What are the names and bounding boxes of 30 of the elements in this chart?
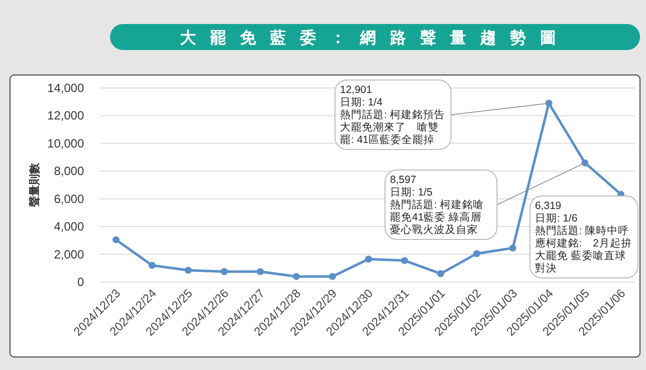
title: 大罷免藍委：網路聲量趨勢圖 bbox=[110, 24, 640, 50]
point bbox=[365, 256, 372, 263]
y-tick-label: 4,000 bbox=[54, 220, 84, 234]
y-tick-label: 14,000 bbox=[47, 81, 84, 95]
point bbox=[148, 262, 156, 269]
point bbox=[292, 272, 300, 280]
annotation: 8,597 日期: 1/5 熱門話題: 柯建銘嗆罷免41藍委 綠高層憂心戰火波及自家 bbox=[390, 174, 484, 236]
point bbox=[581, 159, 588, 166]
point bbox=[509, 244, 516, 252]
point bbox=[184, 266, 192, 274]
point bbox=[220, 268, 228, 276]
point bbox=[328, 272, 336, 280]
y-tick-label: 10,000 bbox=[47, 136, 84, 150]
point bbox=[256, 268, 264, 276]
y-tick-label: 8,000 bbox=[54, 164, 84, 178]
y-tick-label: 12,000 bbox=[47, 108, 84, 123]
annotation: 12,901 日期: 1/4 熱門話題: 柯建銘預告大罷免潮來了 嗆雙罷: 41區藍委全罷掉 bbox=[334, 80, 550, 150]
point bbox=[545, 100, 552, 107]
y-tick-label: 0 bbox=[77, 275, 84, 289]
annotation: 6,319 日期: 1/6 熱門話題: 陳時中呼應柯建銘: 2月起拚大罷免 藍委嗆直球對決 bbox=[530, 194, 638, 278]
point bbox=[401, 257, 408, 264]
y-tick-label: 6,000 bbox=[54, 192, 84, 206]
point bbox=[437, 270, 444, 278]
y-tick-label: 2,000 bbox=[54, 247, 84, 262]
point bbox=[473, 250, 480, 258]
annotation: 6,319 日期: 1/6 熱門話題: 陳時中呼應柯建銘: 2月起拚大罷免 藍委嗆直球對決 bbox=[535, 200, 632, 274]
annotation: 12,901 日期: 1/4 熱門話題: 柯建銘預告大罷免潮來了 嗆雙罷: 41區藍委全罷掉 bbox=[340, 84, 445, 146]
y-axis-title: 聲量則數 bbox=[28, 162, 41, 208]
chart-title: 大罷免藍委：網路聲量趨勢圖 bbox=[180, 29, 570, 47]
point bbox=[112, 236, 120, 244]
